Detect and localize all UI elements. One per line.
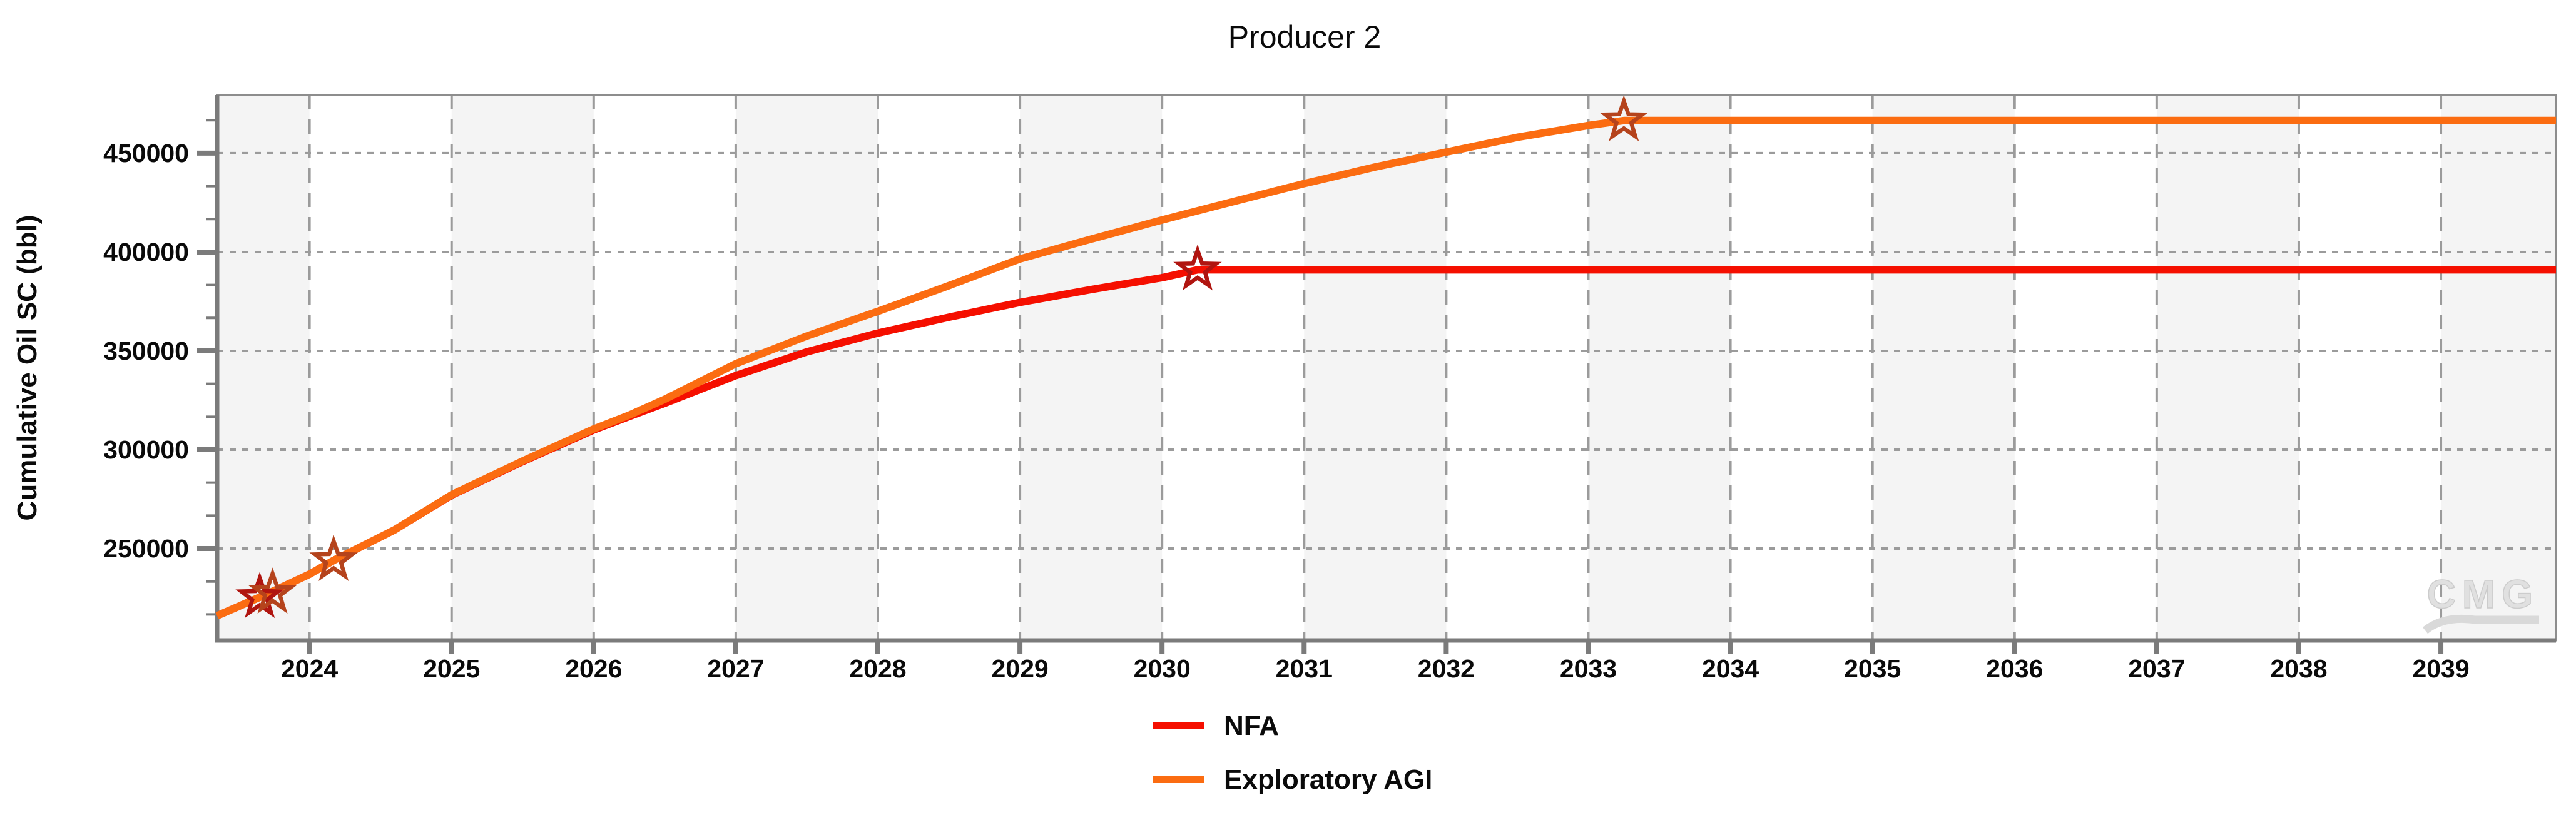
x-tick-label: 2035: [1844, 654, 1901, 683]
x-tick-label: 2032: [1418, 654, 1475, 683]
year-band: [451, 95, 594, 640]
cmg-logo-swoosh-icon: [2422, 614, 2539, 634]
x-tick-label: 2025: [423, 654, 480, 683]
x-tick-label: 2027: [707, 654, 764, 683]
legend: NFA Exploratory AGI: [1153, 711, 1432, 795]
star-marker-icon: [235, 572, 284, 619]
x-tick-label: 2029: [991, 654, 1048, 683]
x-tick-label: 2033: [1560, 654, 1617, 683]
year-band: [217, 95, 310, 640]
legend-label-exploratory-agi: Exploratory AGI: [1224, 764, 1432, 795]
data-series-star-markers: [235, 95, 1649, 619]
plot-frame: [215, 94, 2557, 643]
x-tick-label: 2024: [281, 654, 338, 683]
y-tick-label: 400000: [103, 238, 189, 266]
legend-item-nfa: NFA: [1153, 711, 1279, 741]
star-marker-icon: [248, 567, 297, 614]
year-band: [1588, 95, 1731, 640]
cmg-logo-text: CMG: [2427, 572, 2539, 617]
x-tick-label: 2030: [1134, 654, 1191, 683]
year-band: [1020, 95, 1163, 640]
y-axis-title: Cumulative Oil SC (bbl): [12, 215, 43, 521]
x-tick-label: 2039: [2412, 654, 2469, 683]
y-tick-label: 450000: [103, 139, 189, 168]
legend-label-nfa: NFA: [1224, 711, 1279, 741]
x-tick-label: 2038: [2270, 654, 2327, 683]
star-marker-icon: [1599, 95, 1649, 141]
series-line-exploratory-agi: [215, 116, 2556, 620]
y-tick-label: 300000: [103, 435, 189, 464]
year-band: [2441, 95, 2556, 640]
y-tick-label: 250000: [103, 534, 189, 563]
axis-tick-labels: 2024 2025 2026 2027 2028 2029 2030 2031 2032 2033…: [103, 139, 2469, 683]
legend-item-exploratory-agi: Exploratory AGI: [1153, 764, 1432, 795]
x-tick-label: 2034: [1702, 654, 1759, 683]
y-tick-label: 350000: [103, 337, 189, 365]
year-band: [1872, 95, 2015, 640]
x-tick-label: 2037: [2128, 654, 2185, 683]
x-tick-label: 2031: [1276, 654, 1333, 683]
year-band: [2156, 95, 2299, 640]
x-tick-label: 2036: [1986, 654, 2043, 683]
chart-title: Producer 2: [1228, 19, 1382, 54]
plot-year-bands: [217, 95, 2556, 640]
cmg-watermark: CMG: [2422, 571, 2539, 634]
data-series-lines: [215, 116, 2556, 620]
axis-ticks: [197, 119, 2444, 654]
star-marker-icon: [1173, 244, 1222, 291]
x-tick-label: 2026: [565, 654, 622, 683]
star-marker-icon: [309, 535, 359, 582]
x-tick-label: 2028: [849, 654, 906, 683]
